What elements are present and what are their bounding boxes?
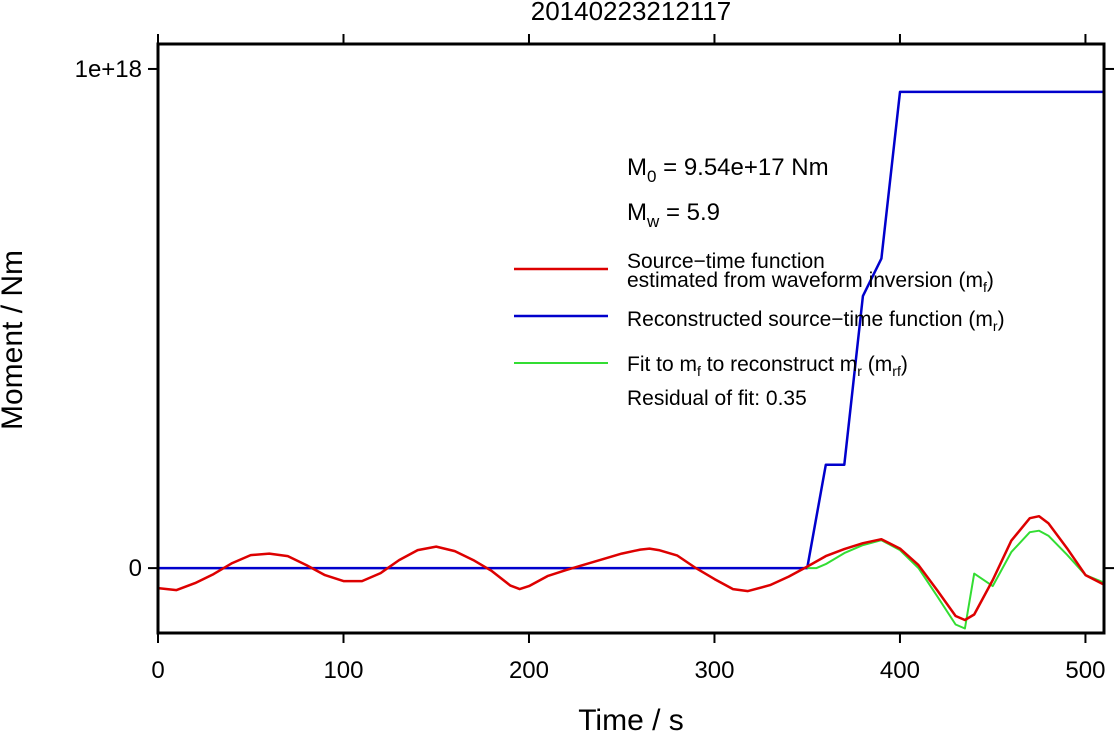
chart-title: 20140223212117 bbox=[531, 0, 732, 26]
legend-fit-sub3: rf bbox=[892, 363, 901, 379]
legend-source-line2-close: ) bbox=[987, 269, 994, 292]
y-axis-title: Moment / Nm bbox=[0, 250, 29, 430]
x-axis-title: Time / s bbox=[578, 704, 684, 734]
y-tick-label: 1e+18 bbox=[75, 56, 142, 83]
legend-fit-text1: Fit to m bbox=[627, 353, 697, 376]
annotation-mw-main: M bbox=[627, 199, 647, 226]
legend-reconstructed-text: Reconstructed source−time function (m bbox=[627, 308, 993, 331]
series-line-fit-to-reconstruct bbox=[807, 529, 1105, 630]
legend-fit-text2: to reconstruct m bbox=[701, 353, 857, 376]
legend-reconstructed-sub: r bbox=[993, 318, 998, 334]
series-layer bbox=[157, 90, 1105, 630]
legend-source-line2-sub: f bbox=[983, 279, 987, 295]
y-tick-label: 0 bbox=[129, 555, 142, 582]
series-line-reconstructed-source-time-function bbox=[158, 90, 1104, 570]
legend-label-source-line1: Source−time function bbox=[627, 250, 825, 273]
annotation-m0-sub: 0 bbox=[647, 167, 656, 186]
annotation-mw: Mw = 5.9 bbox=[627, 199, 720, 231]
annotation-mw-sub: w bbox=[646, 212, 660, 231]
annotation-m0-main: M bbox=[627, 154, 647, 181]
x-tick-label: 100 bbox=[323, 657, 363, 684]
legend-fit-text3: (m bbox=[862, 353, 892, 376]
series-source-time-function bbox=[157, 514, 1105, 622]
legend-label-source-line2: estimated from waveform inversion (mf) bbox=[627, 269, 994, 295]
annotation-residual: Residual of fit: 0.35 bbox=[627, 387, 807, 410]
legend-fit-close: ) bbox=[901, 353, 908, 376]
plot-frame bbox=[156, 42, 1106, 635]
annotation-m0-rest: = 9.54e+17 Nm bbox=[656, 154, 828, 181]
x-tick-label: 300 bbox=[694, 657, 734, 684]
x-tick-label: 400 bbox=[880, 657, 920, 684]
series-fit-to-reconstruct bbox=[807, 529, 1105, 630]
series-line-source-time-function bbox=[157, 514, 1105, 622]
annotation-mw-rest: = 5.9 bbox=[659, 199, 720, 226]
legend-fit-sub2: r bbox=[857, 363, 862, 379]
annotation-m0: M0 = 9.54e+17 Nm bbox=[627, 154, 829, 186]
annotation-block: M0 = 9.54e+17 Nm Mw = 5.9 bbox=[627, 154, 829, 231]
legend-source-line2-text: estimated from waveform inversion (m bbox=[627, 269, 983, 292]
x-tick-label: 200 bbox=[509, 657, 549, 684]
legend-label-reconstructed: Reconstructed source−time function (mr) bbox=[627, 308, 1005, 334]
tick-layer: 0 100 200 300 400 500 0 1e+18 bbox=[75, 34, 1114, 684]
x-tick-label: 500 bbox=[1065, 657, 1105, 684]
x-tick-label: 0 bbox=[151, 657, 164, 684]
legend-reconstructed-close: ) bbox=[998, 308, 1005, 331]
legend-fit-sub1: f bbox=[697, 363, 701, 379]
legend: Source−time function estimated from wave… bbox=[514, 250, 1005, 410]
legend-label-fit: Fit to mf to reconstruct mr (mrf) bbox=[627, 353, 908, 379]
